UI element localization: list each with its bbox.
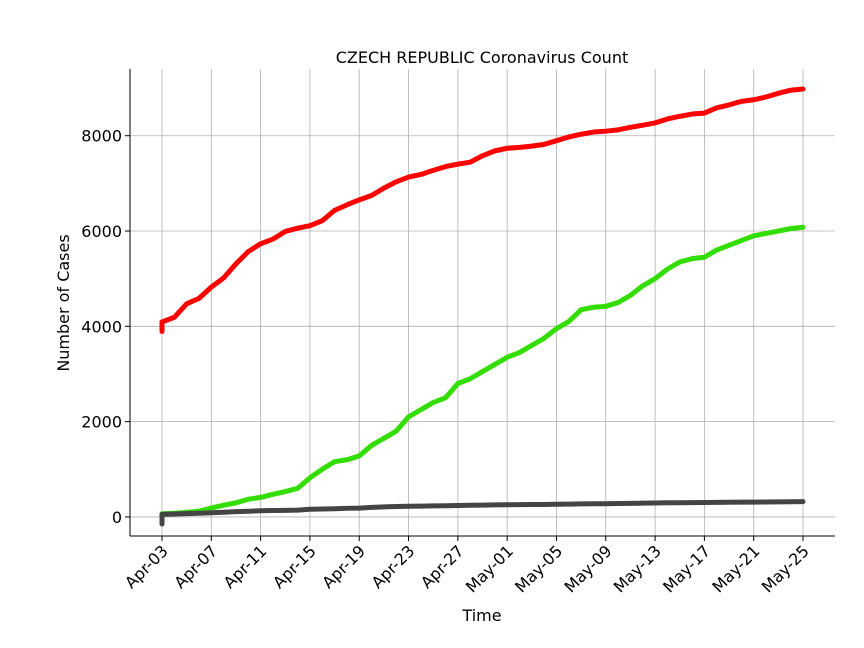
x-tick-label: Apr-23 <box>368 541 419 592</box>
x-tick-label: May-01 <box>462 541 517 596</box>
x-ticks: Apr-03Apr-07Apr-11Apr-15Apr-19Apr-23Apr-… <box>121 536 813 597</box>
y-tick-label: 4000 <box>81 317 122 336</box>
x-tick-label: May-09 <box>560 541 615 596</box>
x-tick-label: May-25 <box>758 541 813 596</box>
x-axis-label: Time <box>461 606 501 625</box>
x-tick-label: May-05 <box>511 541 566 596</box>
x-tick-label: Apr-27 <box>417 541 468 592</box>
x-tick-label: May-17 <box>659 541 714 596</box>
x-tick-label: Apr-15 <box>269 541 320 592</box>
y-tick-label: 6000 <box>81 222 122 241</box>
x-tick-label: Apr-07 <box>170 541 221 592</box>
series-line <box>159 224 806 526</box>
series-line <box>159 86 806 335</box>
y-tick-label: 8000 <box>81 127 122 146</box>
x-tick-label: Apr-19 <box>318 541 369 592</box>
grid-lines <box>130 69 835 536</box>
axes <box>129 69 835 537</box>
x-tick-label: May-21 <box>708 541 763 596</box>
x-tick-label: Apr-11 <box>220 541 271 592</box>
y-axis-label: Number of Cases <box>54 234 73 371</box>
x-tick-label: May-13 <box>610 541 665 596</box>
chart-title: CZECH REPUBLIC Coronavirus Count <box>336 48 628 67</box>
y-tick-label: 0 <box>112 508 122 527</box>
y-ticks: 0 2000 4000 6000 8000 <box>81 127 130 527</box>
y-tick-label: 2000 <box>81 413 122 432</box>
series-line <box>159 499 806 527</box>
series-lines <box>159 86 806 527</box>
x-tick-label: Apr-03 <box>121 541 172 592</box>
